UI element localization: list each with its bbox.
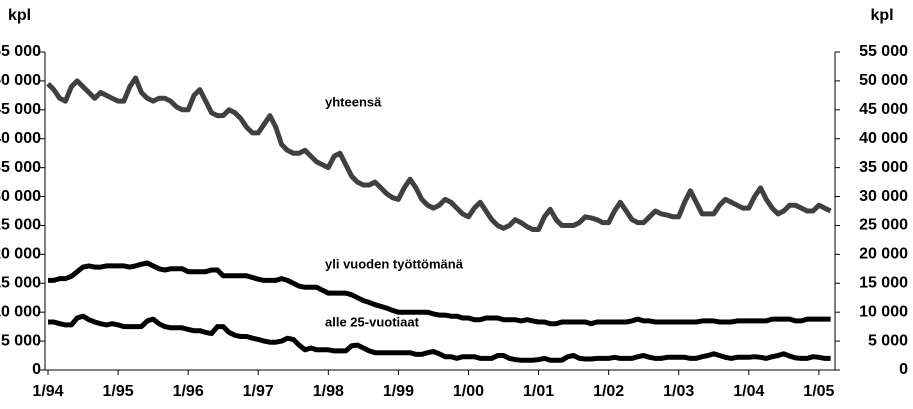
y2-tick-label: 0 (899, 361, 908, 378)
x-tick-label: 1/05 (803, 383, 834, 400)
y-tick-label: 15 000 (0, 274, 41, 291)
y2-tick-label: 10 000 (859, 303, 908, 320)
y-tick-label: 50 000 (0, 72, 41, 89)
y2-tick-label: 35 000 (859, 159, 908, 176)
y2-tick-label: 20 000 (859, 246, 908, 263)
y-tick-label: 20 000 (0, 246, 41, 263)
y2-tick-label: 45 000 (859, 101, 908, 118)
x-tick-label: 1/01 (523, 383, 554, 400)
y-axis-label: kpl (8, 7, 31, 24)
y-tick-label: 10 000 (0, 303, 41, 320)
x-tick-label: 1/95 (103, 383, 134, 400)
y2-tick-label: 50 000 (859, 72, 908, 89)
y-tick-label: 55 000 (0, 43, 41, 60)
series-label: yhteensä (325, 94, 382, 109)
y2-tick-label: 5 000 (868, 332, 908, 349)
y2-tick-label: 30 000 (859, 188, 908, 205)
y2-axis-label: kpl (870, 7, 893, 24)
series-line (48, 260, 831, 327)
x-tick-label: 1/00 (453, 383, 484, 400)
y-tick-label: 25 000 (0, 217, 41, 234)
x-tick-label: 1/97 (243, 383, 274, 400)
y-tick-label: 30 000 (0, 188, 41, 205)
series-line (48, 313, 831, 363)
y-tick-label: 5 000 (1, 332, 41, 349)
y2-tick-label: 25 000 (859, 217, 908, 234)
y-tick-label: 45 000 (0, 101, 41, 118)
x-tick-label: 1/04 (733, 383, 764, 400)
y2-tick-label: 40 000 (859, 130, 908, 147)
x-tick-label: 1/03 (663, 383, 694, 400)
y2-tick-label: 15 000 (859, 274, 908, 291)
series-line (46, 75, 832, 232)
x-tick-label: 1/02 (593, 383, 624, 400)
x-tick-label: 1/99 (383, 383, 414, 400)
x-tick-label: 1/98 (313, 383, 344, 400)
x-tick-label: 1/94 (32, 383, 63, 400)
y2-tick-label: 55 000 (859, 43, 908, 60)
y-tick-label: 40 000 (0, 130, 41, 147)
y-tick-label: 0 (32, 361, 41, 378)
series-label: yli vuoden työttömänä (325, 256, 464, 271)
x-tick-label: 1/96 (173, 383, 204, 400)
y-tick-label: 35 000 (0, 159, 41, 176)
series-label: alle 25-vuotiaat (325, 314, 420, 329)
